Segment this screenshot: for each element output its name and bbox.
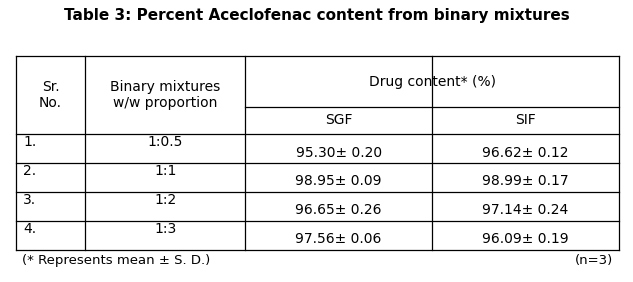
- Text: 98.99± 0.17: 98.99± 0.17: [482, 175, 569, 188]
- Text: SGF: SGF: [325, 113, 353, 127]
- Text: 1:0.5: 1:0.5: [147, 135, 183, 149]
- Text: 1.: 1.: [23, 135, 37, 149]
- Text: 98.95± 0.09: 98.95± 0.09: [296, 175, 382, 188]
- Text: 96.65± 0.26: 96.65± 0.26: [296, 203, 382, 217]
- Text: 2.: 2.: [23, 164, 37, 178]
- Text: Sr.
No.: Sr. No.: [39, 80, 62, 110]
- Text: 95.30± 0.20: 95.30± 0.20: [296, 146, 382, 160]
- Text: 4.: 4.: [23, 222, 37, 236]
- Text: 3.: 3.: [23, 193, 37, 207]
- Text: 1:3: 1:3: [154, 222, 176, 236]
- Text: Table 3: Percent Aceclofenac content from binary mixtures: Table 3: Percent Aceclofenac content fro…: [64, 8, 569, 23]
- Text: (* Represents mean ± S. D.): (* Represents mean ± S. D.): [22, 254, 210, 267]
- Text: 96.62± 0.12: 96.62± 0.12: [482, 146, 569, 160]
- Text: SIF: SIF: [515, 113, 536, 127]
- Text: 97.14± 0.24: 97.14± 0.24: [482, 203, 568, 217]
- Text: Drug content* (%): Drug content* (%): [368, 74, 496, 89]
- Text: (n=3): (n=3): [575, 254, 613, 267]
- Text: 96.09± 0.19: 96.09± 0.19: [482, 232, 569, 246]
- Text: 1:1: 1:1: [154, 164, 177, 178]
- Text: 1:2: 1:2: [154, 193, 176, 207]
- Text: 97.56± 0.06: 97.56± 0.06: [296, 232, 382, 246]
- Text: Binary mixtures
w/w proportion: Binary mixtures w/w proportion: [110, 80, 220, 110]
